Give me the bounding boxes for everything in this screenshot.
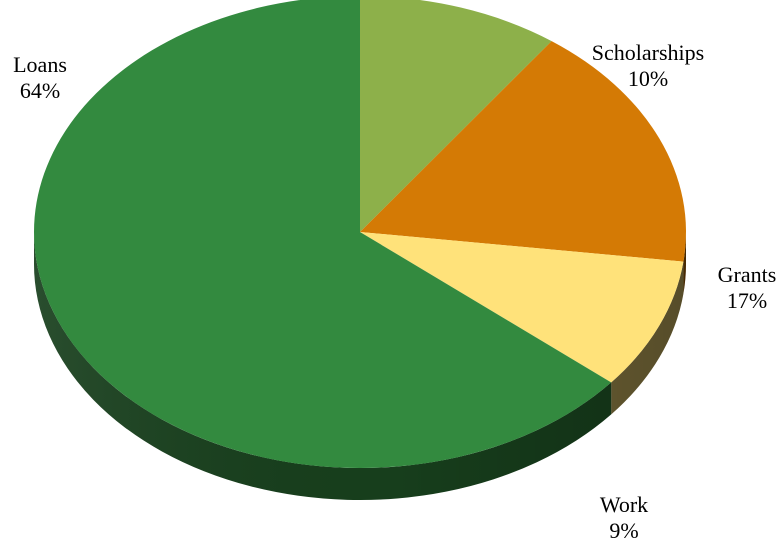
- pie-label-scholarships-percent: 10%: [628, 66, 668, 91]
- pie-tops: [34, 0, 686, 468]
- pie-label-loans-percent: 64%: [20, 78, 60, 103]
- pie-label-grants-percent: 17%: [727, 288, 767, 313]
- pie-label-scholarships-name: Scholarships: [592, 40, 704, 65]
- pie-label-work-percent: 9%: [609, 518, 638, 543]
- pie-label-grants-name: Grants: [718, 262, 777, 287]
- pie-label-work-name: Work: [600, 492, 648, 517]
- pie-slice-scholarships: [360, 0, 552, 232]
- pie-slice-grants: [360, 41, 686, 262]
- pie-sides: [34, 232, 686, 501]
- pie-slice-work: [360, 232, 684, 383]
- pie-slice-loans: [34, 0, 612, 468]
- pie-label-loans-name: Loans: [13, 52, 67, 77]
